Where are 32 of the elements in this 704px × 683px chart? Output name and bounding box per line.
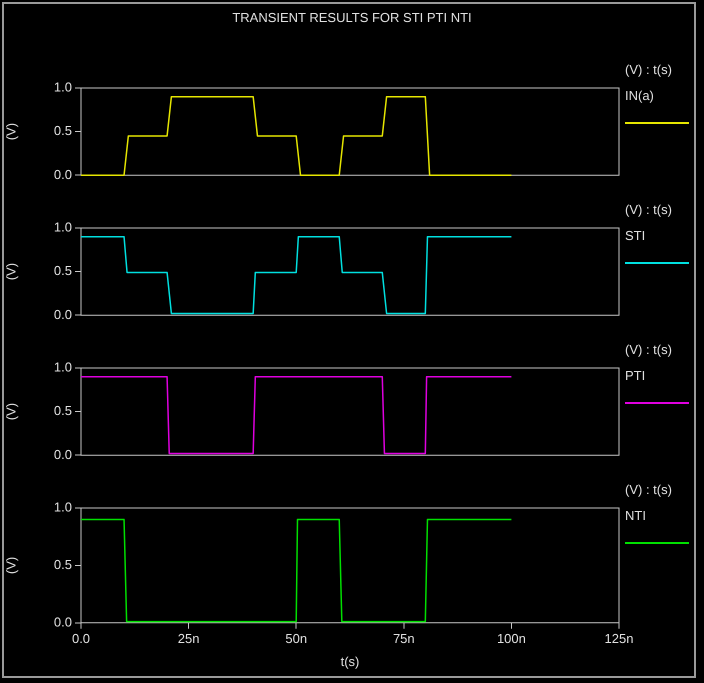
text: STI [625, 228, 646, 243]
x-tick-label: 50n [285, 631, 308, 646]
y-tick-label: 0.0 [54, 306, 72, 322]
y-tick-label: 1.0 [54, 220, 72, 235]
x-tick-label: 75n [392, 631, 415, 646]
text: (V) : t(s) [625, 482, 672, 497]
y-tick-label: 1.0 [54, 80, 72, 95]
text: (V) : t(s) [625, 342, 672, 357]
y-axis-title: (V) [3, 402, 18, 420]
y-tick-label: 0.5 [54, 403, 72, 418]
text: (V) : t(s) [625, 202, 672, 217]
text: NTI [625, 508, 646, 523]
y-axis-title: (V) [3, 262, 18, 280]
y-axis-title: (V) [3, 122, 18, 140]
y-tick-label: 0.0 [54, 166, 72, 182]
y-tick-label: 1.0 [54, 500, 72, 515]
text: (V) : t(s) [625, 62, 672, 77]
y-tick-label: 0.0 [54, 446, 72, 462]
text: PTI [625, 368, 646, 383]
chart-title: TRANSIENT RESULTS FOR STI PTI NTI [231, 10, 473, 25]
y-tick-label: 0.5 [54, 556, 72, 572]
y-tick-label: 0.5 [54, 123, 72, 138]
text: IN(a) [625, 88, 654, 103]
x-tick-label: 100n [496, 631, 526, 646]
y-axis-title: (V) [3, 556, 18, 574]
y-tick-label: 1.0 [54, 360, 72, 375]
y-tick-label: 0.5 [54, 263, 72, 278]
x-tick-label: 0.0 [72, 631, 90, 646]
x-axis-title: t(s) [340, 654, 360, 669]
x-tick-label: 25n [178, 631, 200, 646]
x-tick-label: 125n [604, 631, 634, 646]
y-tick-label: 0.0 [54, 614, 72, 630]
